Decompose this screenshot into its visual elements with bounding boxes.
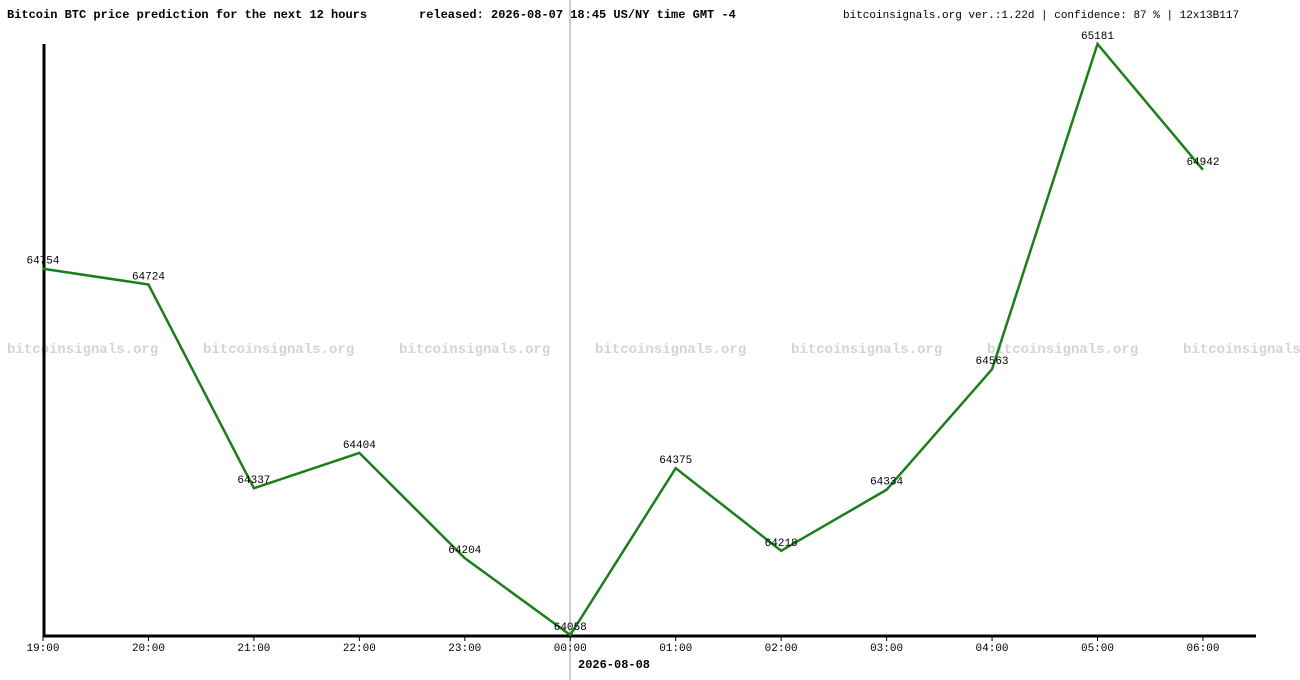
x-tick-label: 03:00 xyxy=(870,643,903,655)
x-tick-label: 04:00 xyxy=(976,643,1009,655)
source-note: bitcoinsignals.org ver.:1.22d | confiden… xyxy=(843,10,1239,22)
data-label: 64337 xyxy=(237,475,270,487)
data-label: 64754 xyxy=(26,256,59,268)
watermark: bitcoinsignals.org xyxy=(987,342,1138,358)
data-label: 64334 xyxy=(870,477,903,489)
watermark: bitcoinsignals.org xyxy=(399,342,550,358)
data-label: 64942 xyxy=(1186,157,1219,169)
data-label: 64724 xyxy=(132,272,165,284)
x-tick-label: 05:00 xyxy=(1081,643,1114,655)
x-tick-label: 02:00 xyxy=(765,643,798,655)
watermark: bitcoinsignals.org xyxy=(1183,342,1300,358)
watermark: bitcoinsignals.org xyxy=(595,342,746,358)
x-tick-label: 21:00 xyxy=(237,643,270,655)
data-label: 64204 xyxy=(448,545,481,557)
x-tick-label: 06:00 xyxy=(1186,643,1219,655)
watermark: bitcoinsignals.org xyxy=(7,342,158,358)
watermark: bitcoinsignals.org xyxy=(791,342,942,358)
x-tick-label: 00:00 xyxy=(554,643,587,655)
x-tick-label: 22:00 xyxy=(343,643,376,655)
data-label: 64218 xyxy=(765,538,798,550)
chart-subtitle: released: 2026-08-07 18:45 US/NY time GM… xyxy=(419,8,736,22)
watermark: bitcoinsignals.org xyxy=(203,342,354,358)
data-label: 64404 xyxy=(343,440,376,452)
x-tick-label: 20:00 xyxy=(132,643,165,655)
x-tick-label: 23:00 xyxy=(448,643,481,655)
data-label: 64375 xyxy=(659,455,692,467)
chart-title: Bitcoin BTC price prediction for the nex… xyxy=(7,8,367,22)
date-marker: 2026-08-08 xyxy=(578,658,650,672)
x-tick-label: 01:00 xyxy=(659,643,692,655)
x-tick-label: 19:00 xyxy=(26,643,59,655)
price-line xyxy=(42,41,1204,637)
data-label: 64058 xyxy=(554,622,587,634)
data-label: 65181 xyxy=(1081,31,1114,43)
data-label: 64563 xyxy=(976,356,1009,368)
